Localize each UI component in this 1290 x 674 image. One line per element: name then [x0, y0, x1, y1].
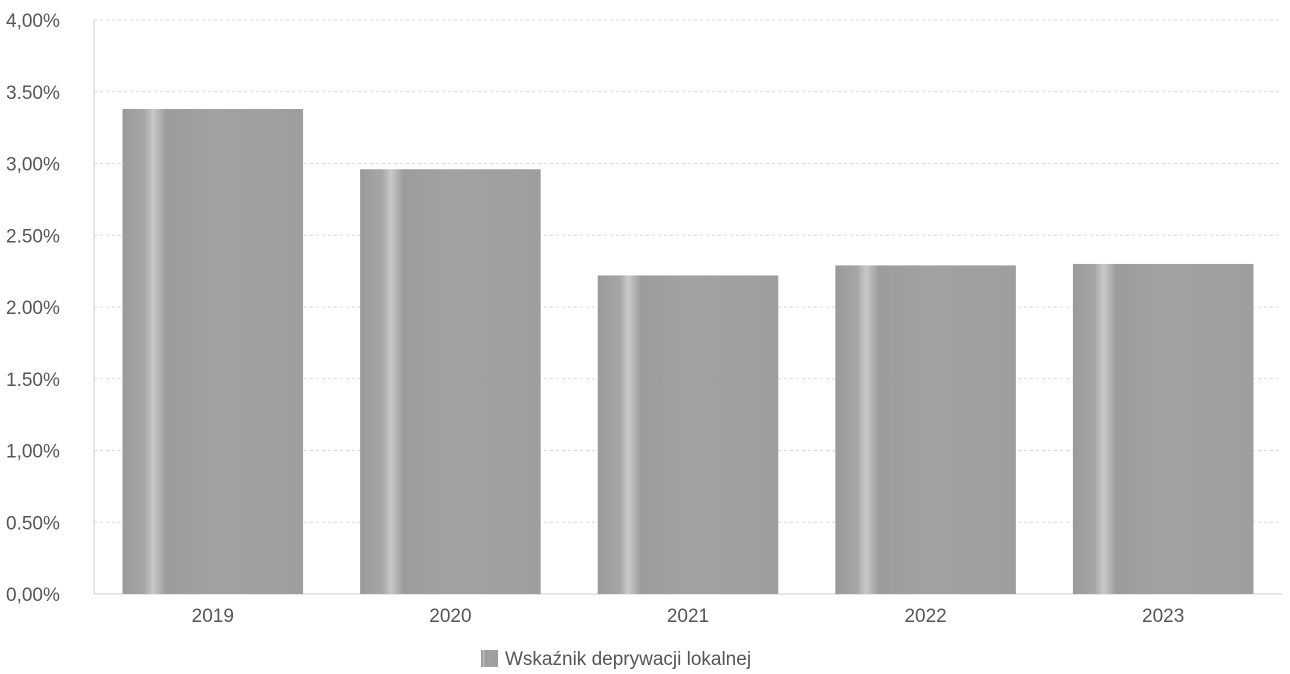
y-tick-label: 1,00% — [6, 442, 60, 463]
y-tick-label: 1.50% — [6, 370, 60, 391]
bar-2021 — [597, 275, 779, 594]
x-tick-label: 2019 — [192, 606, 234, 627]
y-tick-label: 2.00% — [6, 298, 60, 319]
legend-swatch — [481, 650, 498, 667]
y-tick-labels: 0,00% 0.50% 1,00% 1.50% 2.00% 2.50% 3,00% 3.50%… — [6, 11, 60, 606]
y-tick-label: 0,00% — [6, 585, 60, 606]
y-tick-label: 3,00% — [6, 155, 60, 176]
bars — [122, 108, 1254, 595]
bar-2022 — [835, 265, 1016, 594]
y-tick-label: 4,00% — [6, 11, 60, 32]
x-tick-labels: 2019 2020 2021 2022 2023 — [192, 606, 1185, 627]
bar-2019 — [122, 108, 304, 594]
bar-2020 — [360, 169, 541, 595]
bar-2023 — [1072, 263, 1254, 594]
x-tick-label: 2021 — [667, 606, 709, 627]
y-tick-label: 3.50% — [6, 83, 60, 104]
legend: Wskaźnik deprywacji lokalnej — [481, 649, 751, 670]
x-tick-label: 2023 — [1142, 606, 1184, 627]
x-tick-label: 2022 — [904, 606, 946, 627]
x-tick-label: 2020 — [429, 606, 471, 627]
y-tick-label: 2.50% — [6, 226, 60, 247]
y-tick-label: 0.50% — [6, 513, 60, 534]
legend-label: Wskaźnik deprywacji lokalnej — [505, 649, 751, 670]
